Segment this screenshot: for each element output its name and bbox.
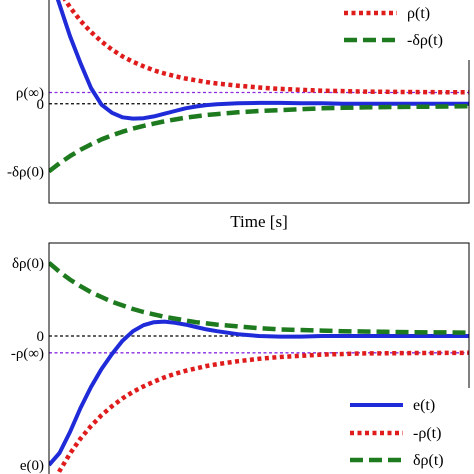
top-plot-frame xyxy=(48,0,470,204)
top-series-neg-delta-rho xyxy=(49,103,469,174)
bottom-ytick-zero: 0 xyxy=(37,329,45,345)
top-legend-box xyxy=(330,0,474,60)
bottom-series-delta-rho xyxy=(49,261,469,335)
top-series-error xyxy=(55,0,469,121)
bottom-ytick-e0: e(0) xyxy=(20,458,44,474)
top-xlabel: Time [s] xyxy=(230,212,287,231)
top-legend: ρ(t) -δρ(t) xyxy=(330,0,474,60)
bottom-series-neg-rho xyxy=(55,350,469,474)
top-chart: ρ(∞) 0 -δρ(0) ρ(t) -δρ(t) Time [s] xyxy=(7,0,474,231)
bottom-series-error xyxy=(49,319,469,467)
bottom-chart: δρ(0) 0 -ρ(∞) e(0) e(t) -ρ(t) δρ(t) xyxy=(11,242,474,474)
bottom-ytick-delta-rho0: δρ(0) xyxy=(12,256,44,272)
bottom-legend-label-error: e(t) xyxy=(413,397,435,414)
top-legend-label-rho: ρ(t) xyxy=(407,5,430,22)
bottom-legend: e(t) -ρ(t) δρ(t) xyxy=(336,388,474,474)
bottom-legend-label-delta-rho: δρ(t) xyxy=(413,452,444,469)
bottom-plot-frame xyxy=(48,242,470,474)
bottom-ytick-neg-rho-inf: -ρ(∞) xyxy=(11,346,44,362)
top-ytick-rho-inf: ρ(∞) xyxy=(16,86,44,102)
top-ytick-zero: 0 xyxy=(37,97,45,113)
top-ytick-neg-delta-rho0: -δρ(0) xyxy=(7,164,44,180)
top-series-rho xyxy=(62,0,469,95)
bottom-legend-label-neg-rho: -ρ(t) xyxy=(413,425,441,442)
top-legend-label-neg-delta-rho: -δρ(t) xyxy=(407,32,443,49)
